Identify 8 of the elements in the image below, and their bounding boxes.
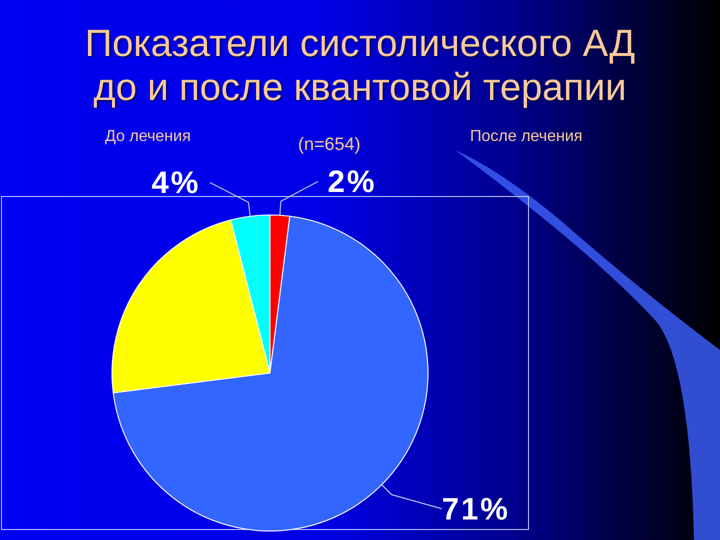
text: (n=654) (298, 134, 361, 155)
data-label: 4% (152, 165, 200, 200)
chart-title: Показатели систолического АД до и после квантовой терапии (84, 22, 636, 110)
data-label: 71% (442, 491, 510, 526)
text: После лечения (470, 128, 582, 146)
data-label: 2% (328, 164, 376, 199)
pie-slice (112, 216, 428, 532)
text: До лечения (105, 128, 191, 146)
